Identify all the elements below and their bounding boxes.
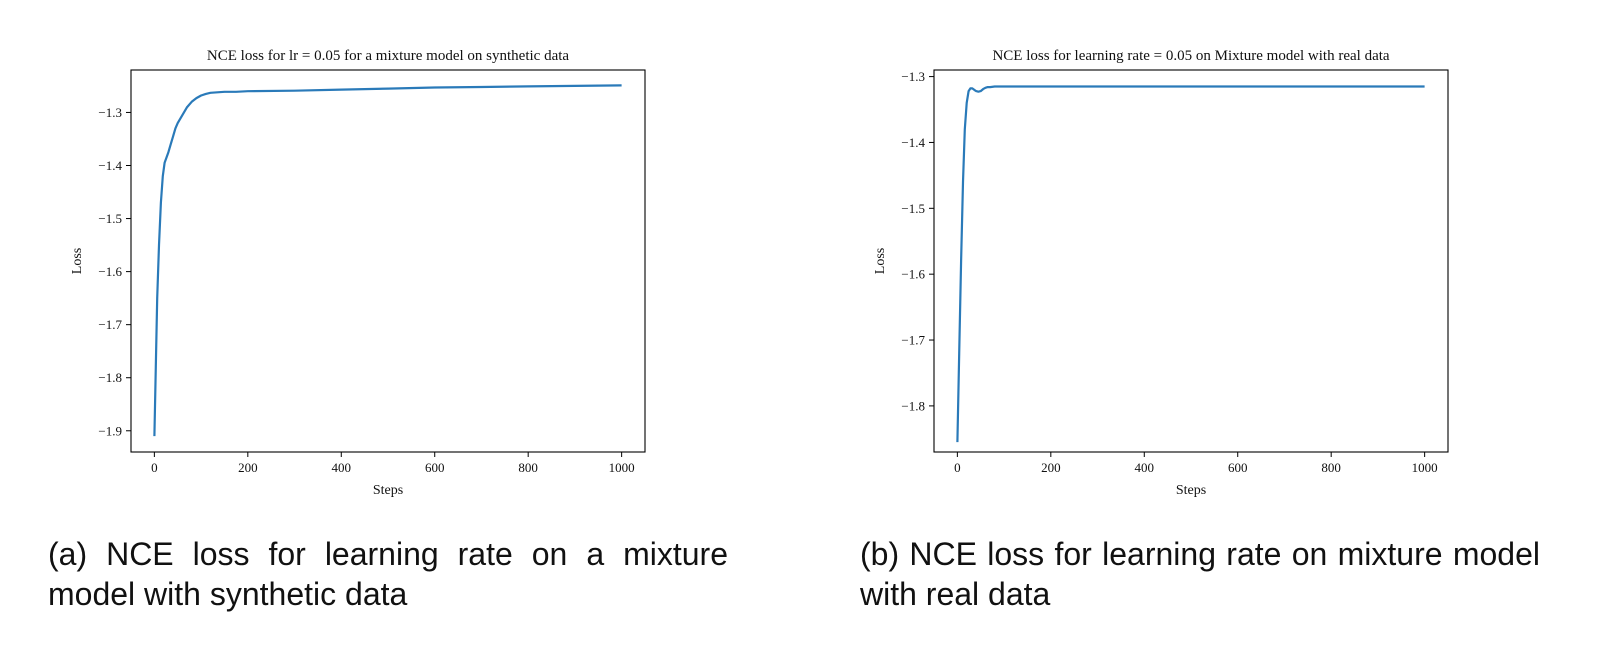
chart-b: NCE loss for learning rate = 0.05 on Mix… [873,48,1449,498]
chart-a: NCE loss for lr = 0.05 for a mixture mod… [70,48,646,498]
x-tick-label: 400 [332,460,352,475]
series-line [153,84,622,437]
y-tick-label: −1.7 [901,333,925,348]
plot-frame [933,69,1449,453]
chart-title: NCE loss for lr = 0.05 for a mixture mod… [207,48,569,64]
caption-a: (a) NCE loss for learning rate on a mixt… [48,536,728,612]
y-axis-label: Loss [873,248,888,274]
y-tick-label: −1.5 [98,211,122,226]
y-tick-label: −1.3 [901,69,925,84]
y-tick-label: −1.7 [98,317,122,332]
y-tick-label: −1.8 [901,398,925,413]
y-tick-label: −1.3 [98,105,122,120]
plot-frame [130,69,646,453]
x-tick-label: 1000 [1412,460,1438,475]
x-tick-label: 400 [1135,460,1155,475]
x-tick-label: 600 [1228,460,1248,475]
x-tick-label: 0 [954,460,961,475]
x-tick-label: 0 [151,460,158,475]
x-tick-label: 200 [1041,460,1061,475]
caption-b: (b) NCE loss for learning rate on mixtur… [860,536,1540,612]
x-tick-label: 200 [238,460,258,475]
series-line [956,85,1425,443]
y-tick-label: −1.6 [98,264,122,279]
y-tick-label: −1.9 [98,423,122,438]
y-tick-label: −1.5 [901,201,925,216]
x-axis-label: Steps [1176,483,1206,498]
x-tick-label: 1000 [609,460,635,475]
y-axis-label: Loss [70,248,85,274]
x-axis-label: Steps [373,483,403,498]
y-tick-label: −1.8 [98,370,122,385]
y-tick-label: −1.4 [98,158,122,173]
y-tick-label: −1.6 [901,267,925,282]
x-tick-label: 600 [425,460,445,475]
x-tick-label: 800 [1321,460,1341,475]
chart-title: NCE loss for learning rate = 0.05 on Mix… [992,48,1389,64]
x-tick-label: 800 [518,460,538,475]
y-tick-label: −1.4 [901,135,925,150]
